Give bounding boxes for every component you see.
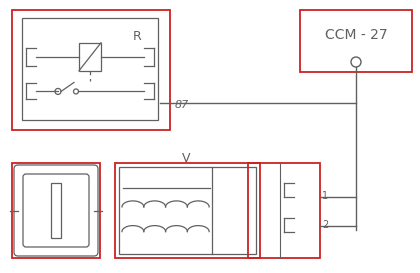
- Bar: [115, 163, 260, 258]
- Bar: [22, 18, 158, 120]
- Text: 87: 87: [175, 100, 189, 110]
- Bar: [79, 43, 101, 71]
- Bar: [300, 10, 412, 72]
- Text: R: R: [133, 29, 142, 43]
- Text: CCM - 27: CCM - 27: [325, 28, 387, 42]
- Text: 1: 1: [322, 191, 328, 201]
- Bar: [51, 183, 61, 238]
- Bar: [248, 163, 320, 258]
- Text: V: V: [182, 152, 190, 165]
- Bar: [12, 10, 170, 130]
- Bar: [119, 167, 256, 254]
- Text: 2: 2: [322, 220, 328, 230]
- Bar: [12, 163, 100, 258]
